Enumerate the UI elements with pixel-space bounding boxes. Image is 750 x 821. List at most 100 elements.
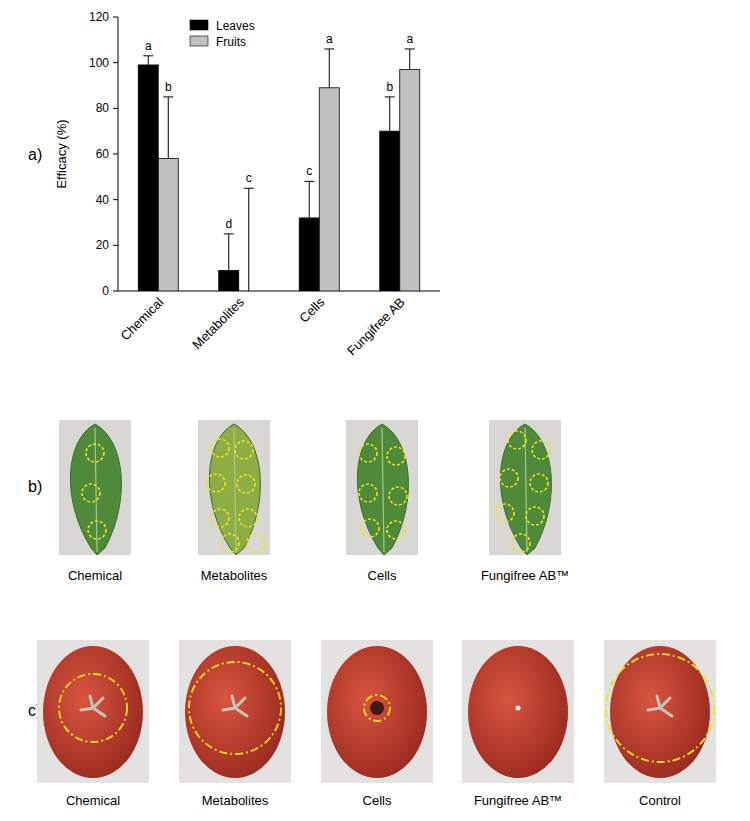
tomato <box>43 646 143 778</box>
y-tick <box>113 154 118 155</box>
significance-letter: b <box>165 80 172 94</box>
lesion-outline <box>88 521 106 539</box>
y-tick-label: 60 <box>96 147 110 161</box>
error-cap <box>304 181 314 182</box>
lesion-outline <box>211 439 229 457</box>
error-bar <box>248 188 249 291</box>
lesion-outline <box>526 507 544 525</box>
y-tick <box>113 245 118 246</box>
lesion-outline <box>387 447 405 465</box>
error-bar <box>228 234 229 271</box>
photo-caption: Control <box>639 793 681 808</box>
x-tick-label: Cells <box>296 294 327 325</box>
significance-letter: d <box>225 217 232 231</box>
error-bar <box>148 56 149 65</box>
lesion-outline <box>221 534 239 552</box>
error-bar <box>389 97 390 131</box>
lesion-outline <box>82 484 100 502</box>
error-bar <box>329 49 330 88</box>
stem-scar <box>648 696 672 716</box>
bar <box>400 70 420 291</box>
photo-background <box>37 640 149 783</box>
lesion-outline <box>235 441 253 459</box>
bar <box>219 270 239 291</box>
lesion-outline <box>387 521 405 539</box>
legend-swatch <box>190 36 208 46</box>
tomato <box>327 646 427 778</box>
photo-background <box>179 640 291 783</box>
bar <box>158 159 178 291</box>
photo-caption: Chemical <box>68 568 122 583</box>
bar <box>319 88 339 291</box>
lesion-outline <box>496 504 514 522</box>
y-tick-label: 120 <box>89 10 109 24</box>
y-tick-label: 80 <box>96 101 110 115</box>
photo-caption: Chemical <box>66 793 120 808</box>
lesion-outline <box>239 509 257 527</box>
lesion-outline <box>532 441 550 459</box>
y-tick-label: 20 <box>96 238 110 252</box>
error-cap <box>244 188 254 189</box>
inoculation-point <box>516 706 521 711</box>
significance-letter: a <box>326 32 333 46</box>
error-cap <box>143 55 153 56</box>
lesion-outline <box>508 431 526 449</box>
leaf-vein <box>95 428 97 552</box>
photo-caption: Fungifree AB™ <box>474 793 562 808</box>
error-bar <box>409 49 410 70</box>
leaf <box>70 424 121 555</box>
lesion-outline <box>359 484 377 502</box>
lesion-outline <box>189 662 281 754</box>
leaf <box>209 424 260 555</box>
error-cap <box>405 48 415 49</box>
photo-caption: Metabolites <box>201 568 268 583</box>
leaf <box>357 424 408 555</box>
photo-background <box>198 420 270 555</box>
significance-letter: a <box>406 32 413 46</box>
y-tick <box>113 199 118 200</box>
y-tick <box>113 17 118 18</box>
lesion-outline <box>59 674 127 742</box>
inoculation-lesion <box>370 701 384 715</box>
lesion-outline <box>247 534 265 552</box>
photo-background <box>346 420 418 555</box>
lesion-outline <box>364 695 390 721</box>
leaf <box>500 424 551 555</box>
significance-letter: a <box>145 39 152 53</box>
legend-swatch <box>190 20 208 30</box>
photo-background <box>462 640 574 783</box>
stem-scar <box>81 696 105 716</box>
bar <box>380 131 400 291</box>
x-tick-label: Chemical <box>117 294 166 343</box>
significance-letter: b <box>386 80 393 94</box>
lesion-outline <box>207 474 225 492</box>
lesion-outline <box>237 475 255 493</box>
significance-letter: c <box>246 171 252 185</box>
y-tick-label: 0 <box>102 284 109 298</box>
y-tick <box>113 291 118 292</box>
lesion-outline <box>500 469 518 487</box>
y-tick <box>113 108 118 109</box>
lesion-outline <box>86 444 104 462</box>
leaf-vein <box>382 428 384 552</box>
tomato <box>185 646 285 778</box>
error-cap <box>324 48 334 49</box>
significance-letter: c <box>306 164 312 178</box>
y-tick-label: 40 <box>96 193 110 207</box>
photo-background <box>321 640 433 783</box>
lesion-outline <box>389 487 407 505</box>
legend-label: Fruits <box>216 35 246 49</box>
bars <box>138 49 420 291</box>
error-cap <box>385 96 395 97</box>
lesion-outline <box>211 509 229 527</box>
panel-label: a) <box>28 146 42 163</box>
lesion-outline <box>359 444 377 462</box>
legend-label: Leaves <box>216 19 255 33</box>
x-tick-label: Metabolites <box>189 294 247 352</box>
leaf-vein <box>525 428 527 552</box>
error-cap <box>163 96 173 97</box>
panel-label: b) <box>28 478 42 495</box>
stem-scar <box>223 696 247 716</box>
error-cap <box>224 233 234 234</box>
photo-background <box>59 420 131 555</box>
